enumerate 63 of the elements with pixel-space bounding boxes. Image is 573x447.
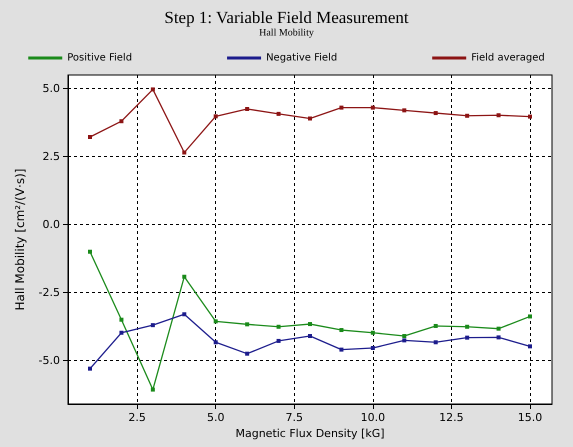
x-tick-label: 2.5 xyxy=(128,411,146,424)
point xyxy=(150,388,155,392)
point xyxy=(339,328,344,332)
point xyxy=(276,338,281,343)
point xyxy=(339,348,344,352)
point xyxy=(182,274,186,279)
point xyxy=(465,336,470,340)
point xyxy=(182,150,186,154)
point xyxy=(528,344,532,348)
point xyxy=(496,335,501,340)
point xyxy=(370,346,375,350)
point xyxy=(245,106,250,111)
point xyxy=(182,312,186,316)
x-tick-label: 10.0 xyxy=(360,411,386,424)
point xyxy=(119,119,124,124)
point xyxy=(402,334,406,338)
y-tick-label: -5.0 xyxy=(38,354,60,367)
point xyxy=(119,330,124,335)
point xyxy=(214,114,218,118)
y-tick-label: 0.0 xyxy=(42,218,60,232)
y-tick-label: -2.5 xyxy=(38,286,60,300)
y-axis-title: Hall Mobility [cm²/(V·s)] xyxy=(13,168,27,310)
point xyxy=(434,324,438,328)
point xyxy=(308,116,312,121)
y-tick-label: 2.5 xyxy=(42,150,60,164)
point xyxy=(434,340,438,344)
x-tick-label: 5.0 xyxy=(206,411,224,424)
point xyxy=(339,106,344,110)
point xyxy=(308,322,312,326)
point xyxy=(496,113,501,118)
point xyxy=(88,134,92,139)
point xyxy=(370,330,375,335)
chart-title: Step 1: Variable Field Measurement xyxy=(164,8,409,27)
point xyxy=(402,108,406,112)
point xyxy=(465,324,470,329)
legend-label: Field averaged xyxy=(471,52,545,64)
point xyxy=(528,114,532,119)
legend-label: Positive Field xyxy=(67,52,132,64)
point xyxy=(402,338,406,342)
legend-label: Negative Field xyxy=(266,52,338,64)
point xyxy=(214,340,218,344)
point xyxy=(119,318,124,322)
point xyxy=(150,323,155,328)
point xyxy=(370,106,375,110)
chart-subtitle: Hall Mobility xyxy=(259,28,314,38)
point xyxy=(528,314,532,318)
point xyxy=(496,326,501,331)
point xyxy=(88,250,92,254)
point xyxy=(434,111,438,116)
point xyxy=(245,322,250,326)
x-tick-label: 12.5 xyxy=(439,411,464,424)
point xyxy=(276,324,281,329)
x-tick-label: 15.0 xyxy=(518,411,542,424)
point xyxy=(214,319,218,324)
x-axis-title: Magnetic Flux Density [kG] xyxy=(235,426,385,440)
point xyxy=(465,114,470,118)
point xyxy=(245,352,250,356)
point xyxy=(308,334,312,338)
point xyxy=(276,112,281,116)
point xyxy=(150,87,155,92)
y-tick-label: 5.0 xyxy=(42,82,60,96)
point xyxy=(88,366,92,371)
x-tick-label: 7.5 xyxy=(286,411,304,424)
